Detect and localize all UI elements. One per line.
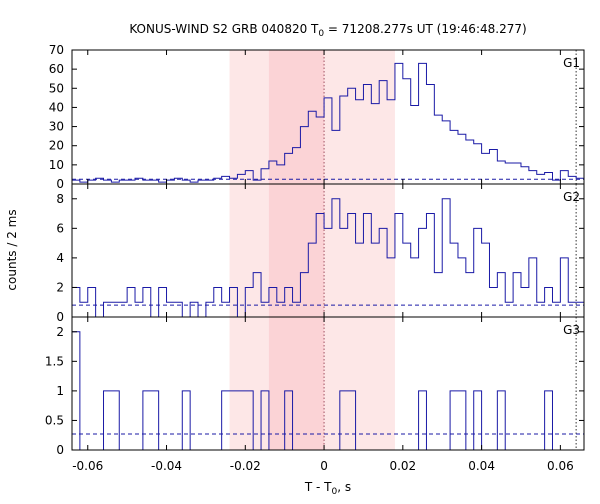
y-tick-label-G3: 2 (56, 325, 64, 339)
y-tick-label-G2: 0 (56, 310, 64, 324)
x-tick-label: 0.02 (389, 459, 416, 473)
x-tick-label: 0.04 (468, 459, 495, 473)
y-tick-label-G1: 70 (49, 43, 64, 57)
y-tick-label-G1: 40 (49, 100, 64, 114)
x-axis-label: T - T0, s (304, 480, 351, 497)
y-tick-label-G3: 0.5 (45, 413, 64, 427)
y-tick-label-G1: 30 (49, 120, 64, 134)
y-tick-label-G1: 60 (49, 62, 64, 76)
x-tick-label: -0.04 (151, 459, 182, 473)
y-tick-label-G2: 6 (56, 221, 64, 235)
y-tick-label-G2: 2 (56, 280, 64, 294)
x-tick-label: 0 (320, 459, 328, 473)
x-tick-label: -0.06 (72, 459, 103, 473)
y-tick-label-G2: 4 (56, 251, 64, 265)
y-axis-label: counts / 2 ms (5, 209, 19, 290)
y-tick-label-G3: 1.5 (45, 354, 64, 368)
shaded-interval-inner-G3 (268, 317, 325, 450)
panel-frame-G3 (71, 316, 585, 451)
panel-label-G3: G3 (563, 323, 580, 337)
histogram-series-G3 (72, 331, 584, 450)
y-tick-label-G1: 10 (49, 158, 64, 172)
y-tick-label-G1: 0 (56, 177, 64, 191)
histogram-series-G2 (72, 198, 584, 317)
panel-label-G2: G2 (563, 190, 580, 204)
shaded-interval-inner-G2 (268, 184, 325, 317)
panel-label-G1: G1 (563, 56, 580, 70)
y-tick-label-G3: 1 (56, 384, 64, 398)
y-tick-label-G3: 0 (56, 443, 64, 457)
chart-title: KONUS-WIND S2 GRB 040820 T0 = 71208.277s… (129, 22, 526, 39)
x-tick-label: 0.06 (547, 459, 574, 473)
histogram-series-G1 (72, 62, 584, 183)
y-tick-label-G1: 20 (49, 139, 64, 153)
shaded-interval-inner-G1 (268, 50, 325, 184)
x-tick-label: -0.02 (230, 459, 261, 473)
y-tick-label-G1: 50 (49, 81, 64, 95)
y-tick-label-G2: 8 (56, 192, 64, 206)
